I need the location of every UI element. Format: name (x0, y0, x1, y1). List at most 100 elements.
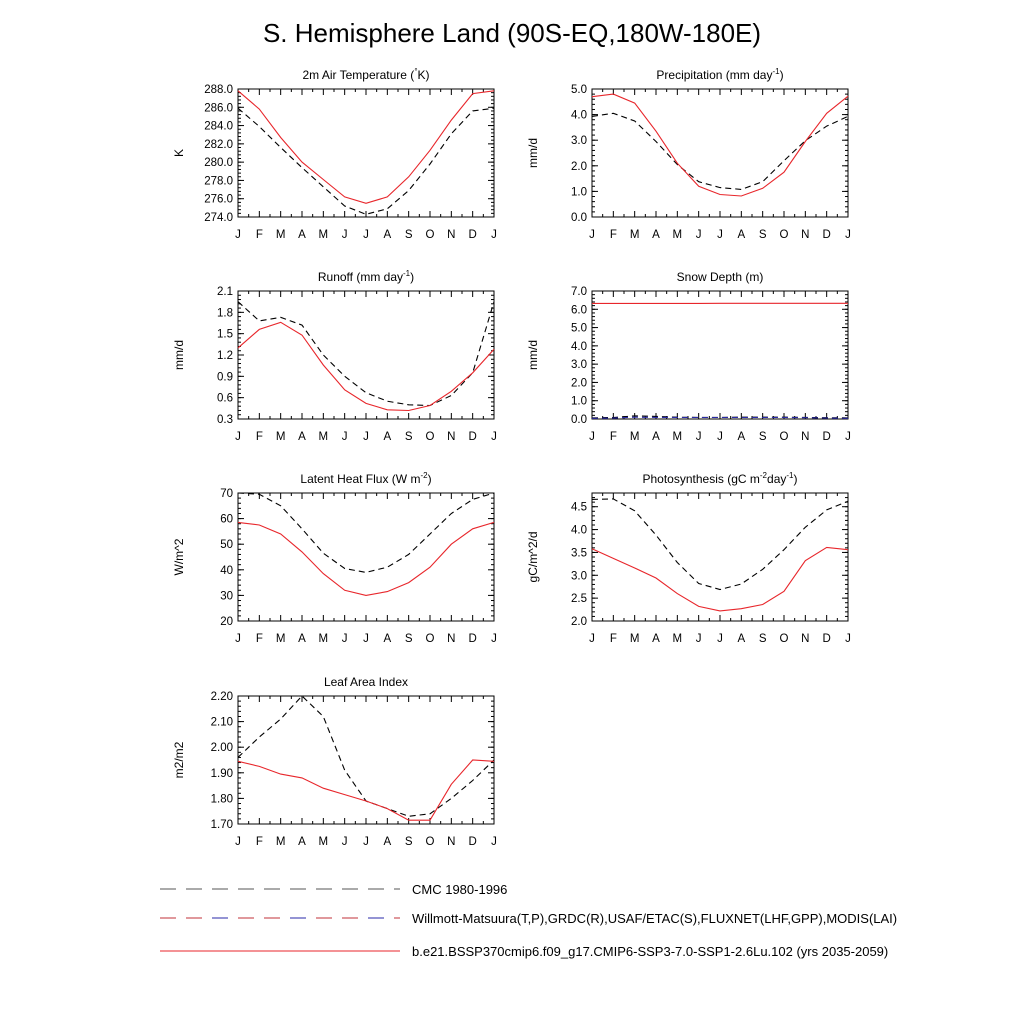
x-tick-label: J (342, 836, 348, 848)
x-tick-label: M (276, 633, 286, 645)
y-tick-label: 2.1 (217, 286, 233, 298)
x-tick-label: A (737, 431, 745, 443)
series-line-obs (591, 112, 849, 190)
y-tick-label: 20 (220, 616, 233, 628)
x-tick-label: O (780, 431, 789, 443)
chart-panel-2: J F M A M J J A S O N D J0.01.02.03.04.05.0mm/dPreci… (526, 67, 851, 241)
x-tick-label: A (298, 229, 306, 241)
x-tick-label: O (426, 836, 435, 848)
plot-frame (591, 88, 849, 218)
x-tick-label: J (491, 431, 497, 443)
panel-title: Latent Heat Flux (W m-2) (300, 471, 431, 486)
chart-panel-1: J F M A M J J A S O N D J274.0276.0278.0280.0282.028… (172, 67, 497, 241)
x-tick-label: D (469, 431, 477, 443)
x-tick-label: M (276, 229, 286, 241)
x-tick-label: N (447, 431, 455, 443)
y-tick-label: 282.0 (204, 139, 233, 151)
x-tick-label: J (235, 431, 241, 443)
x-tick-label: A (383, 633, 391, 645)
x-tick-label: A (383, 229, 391, 241)
y-tick-label: 7.0 (571, 286, 587, 298)
y-axis-label: m2/m2 (172, 741, 186, 778)
y-tick-label: 2.0 (571, 616, 587, 628)
chart-panel-6: J F M A M J J A S O N D J2.02.53.03.54.04.5gC/m^2/dP… (526, 471, 851, 645)
x-tick-label: A (383, 431, 391, 443)
y-tick-label: 3.0 (571, 135, 587, 147)
y-tick-label: 0.0 (571, 414, 587, 426)
x-tick-label: J (696, 431, 702, 443)
y-tick-label: 280.0 (204, 157, 233, 169)
x-tick-label: M (630, 633, 640, 645)
x-tick-label: J (363, 431, 369, 443)
plot-frame (237, 290, 495, 420)
x-tick-label: J (342, 229, 348, 241)
x-tick-label: O (426, 431, 435, 443)
x-tick-label: A (737, 633, 745, 645)
x-tick-label: D (469, 836, 477, 848)
series-line-model (591, 546, 849, 612)
y-tick-label: 1.0 (571, 186, 587, 198)
x-tick-label: N (447, 229, 455, 241)
y-tick-label: 2.0 (571, 161, 587, 173)
x-tick-label: M (319, 431, 329, 443)
y-tick-label: 4.0 (571, 525, 587, 537)
x-tick-label: D (823, 633, 831, 645)
x-tick-label: J (845, 431, 851, 443)
x-tick-label: F (256, 836, 263, 848)
x-tick-label: S (759, 633, 767, 645)
x-tick-label: J (589, 229, 595, 241)
plot-frame (591, 492, 849, 622)
x-tick-label: F (256, 431, 263, 443)
x-tick-label: M (673, 431, 683, 443)
x-tick-label: D (823, 431, 831, 443)
plot-frame (237, 695, 495, 825)
panel-title: Snow Depth (m) (677, 270, 764, 284)
legend-label: b.e21.BSSP370cmip6.f09_g17.CMIP6-SSP3-7.… (412, 944, 888, 959)
x-tick-label: S (759, 229, 767, 241)
series-line-model (237, 321, 495, 412)
x-tick-label: F (610, 229, 617, 241)
series-line-obs (237, 695, 495, 817)
x-tick-label: J (235, 229, 241, 241)
y-tick-label: 40 (220, 565, 233, 577)
y-tick-label: 288.0 (204, 84, 233, 96)
x-tick-label: D (469, 229, 477, 241)
y-tick-label: 1.2 (217, 350, 233, 362)
y-tick-label: 3.0 (571, 359, 587, 371)
y-tick-label: 0.6 (217, 393, 233, 405)
x-tick-label: J (235, 836, 241, 848)
x-tick-label: O (426, 229, 435, 241)
x-tick-label: J (589, 633, 595, 645)
x-tick-label: M (319, 633, 329, 645)
plot-frame (237, 88, 495, 218)
y-tick-label: 2.5 (571, 593, 587, 605)
y-axis-label: mm/d (172, 340, 186, 370)
x-tick-label: J (696, 229, 702, 241)
y-tick-label: 30 (220, 590, 233, 602)
x-tick-label: J (235, 633, 241, 645)
series-line-obs (237, 301, 495, 407)
y-axis-label: K (172, 149, 186, 157)
plot-frame (237, 492, 495, 622)
x-tick-label: F (610, 633, 617, 645)
y-tick-label: 3.5 (571, 547, 587, 559)
legend: CMC 1980-1996 Willmott-Matsuura(T,P),GRDC… (160, 882, 897, 959)
legend-label: Willmott-Matsuura(T,P),GRDC(R),USAF/ETAC… (412, 911, 897, 926)
panel-title: Precipitation (mm day-1) (656, 67, 783, 82)
y-tick-label: 1.90 (211, 768, 233, 780)
x-tick-label: S (405, 633, 413, 645)
x-tick-label: J (717, 431, 723, 443)
x-tick-label: J (589, 431, 595, 443)
x-tick-label: M (319, 836, 329, 848)
x-tick-label: N (801, 229, 809, 241)
x-tick-label: J (342, 633, 348, 645)
y-tick-label: 2.10 (211, 717, 233, 729)
chart-panel-3: J F M A M J J A S O N D J0.30.60.91.21.51.82.1mm/dRu… (172, 269, 497, 443)
x-tick-label: J (845, 229, 851, 241)
y-tick-label: 1.80 (211, 793, 233, 805)
y-axis-label: W/m^2 (172, 538, 186, 575)
y-tick-label: 0.3 (217, 414, 233, 426)
x-tick-label: D (469, 633, 477, 645)
